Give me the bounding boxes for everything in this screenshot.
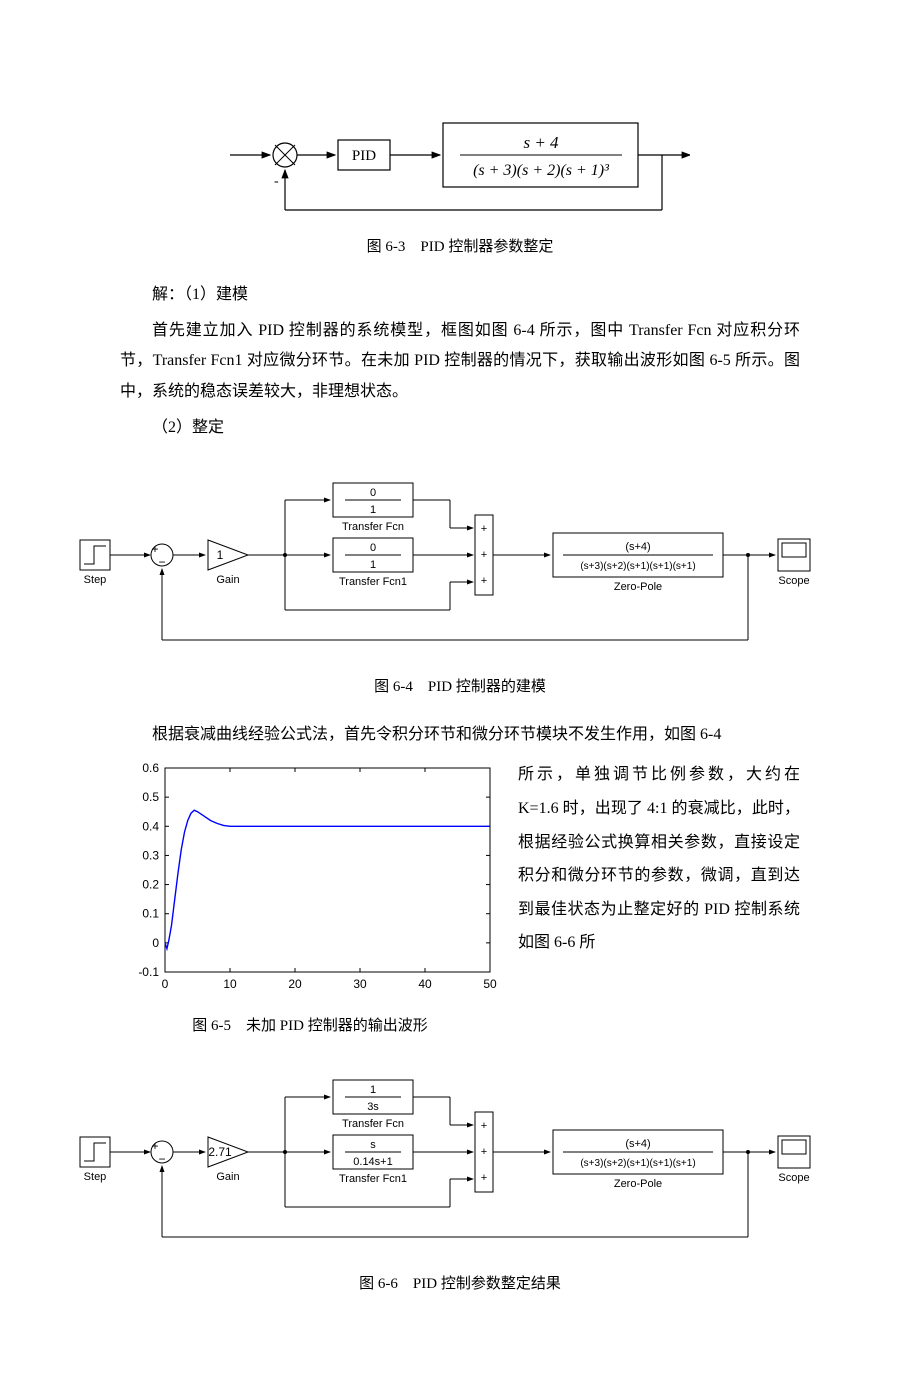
svg-text:0: 0 [152,936,159,950]
svg-text:Transfer Fcn: Transfer Fcn [342,521,404,533]
svg-text:+: + [151,1139,158,1153]
svg-text:0.4: 0.4 [142,820,159,834]
paragraph-1: 首先建立加入 PID 控制器的系统模型，框图如图 6-4 所示，图中 Trans… [120,316,800,407]
svg-text:1: 1 [370,1084,376,1096]
svg-text:20: 20 [288,977,302,991]
svg-text:+: + [481,575,487,587]
svg-text:0.5: 0.5 [142,790,159,804]
fig-6-5-chart: -0.100.10.20.30.40.50.601020304050 图 6-5… [120,758,500,1040]
pid-label: PID [352,148,376,164]
svg-text:+: + [151,542,158,556]
svg-text:1: 1 [370,504,376,516]
svg-text:(s+4): (s+4) [625,1138,650,1150]
fig-6-5-caption: 图 6-5 未加 PID 控制器的输出波形 [120,1012,500,1041]
svg-text:2.71: 2.71 [208,1145,232,1159]
fig-6-6-simulink: Step+−2.71Gain13sTransfer Fcns0.14s+1Tra… [70,1052,830,1262]
svg-text:0.2: 0.2 [142,878,159,892]
svg-text:0.1: 0.1 [142,907,159,921]
svg-text:Transfer Fcn1: Transfer Fcn1 [339,576,407,588]
svg-text:3s: 3s [367,1101,379,1113]
svg-text:-0.1: -0.1 [138,965,159,979]
fig-6-4-simulink: Step+−1Gain01Transfer Fcn01Transfer Fcn1… [70,455,830,665]
fig-6-3-caption: 图 6-3 PID 控制器参数整定 [120,233,800,262]
step-2: （2）整定 [120,413,800,443]
svg-text:1: 1 [217,548,224,562]
svg-text:−: − [158,555,165,569]
svg-text:Step: Step [84,1171,107,1183]
minus-sign: - [274,174,279,189]
svg-text:Transfer Fcn: Transfer Fcn [342,1118,404,1130]
svg-text:(s+4): (s+4) [625,541,650,553]
svg-text:50: 50 [483,977,497,991]
svg-text:Transfer Fcn1: Transfer Fcn1 [339,1173,407,1185]
svg-text:10: 10 [223,977,237,991]
svg-text:(s+3)(s+2)(s+1)(s+1)(s+1): (s+3)(s+2)(s+1)(s+1)(s+1) [580,1158,695,1169]
svg-text:0: 0 [162,977,169,991]
tf-numerator: s + 4 [523,133,559,152]
svg-text:−: − [158,1152,165,1166]
svg-text:+: + [481,549,487,561]
svg-text:40: 40 [418,977,432,991]
svg-text:Gain: Gain [216,574,239,586]
fig-6-4-caption: 图 6-4 PID 控制器的建模 [120,673,800,702]
svg-text:Gain: Gain [216,1171,239,1183]
svg-text:0.3: 0.3 [142,849,159,863]
svg-text:0.6: 0.6 [142,761,159,775]
svg-text:0: 0 [370,487,376,499]
svg-text:30: 30 [353,977,367,991]
svg-text:Zero-Pole: Zero-Pole [614,581,662,593]
svg-text:+: + [481,523,487,535]
svg-text:+: + [481,1146,487,1158]
paragraph-2: 根据衰减曲线经验公式法，首先令积分环节和微分环节模块不发生作用，如图 6-4 [120,720,800,750]
solve-header: 解：（1）建模 [120,280,800,310]
svg-text:1: 1 [370,559,376,571]
svg-text:(s+3)(s+2)(s+1)(s+1)(s+1): (s+3)(s+2)(s+1)(s+1)(s+1) [580,561,695,572]
svg-text:+: + [481,1172,487,1184]
fig-6-6-caption: 图 6-6 PID 控制参数整定结果 [120,1270,800,1299]
svg-text:Scope: Scope [778,1172,809,1184]
svg-text:+: + [481,1120,487,1132]
side-paragraph: 所示，单独调节比例参数，大约在 K=1.6 时，出现了 4:1 的衰减比，此时，… [518,758,800,960]
svg-text:0: 0 [370,542,376,554]
svg-text:Step: Step [84,574,107,586]
fig-6-3-block-diagram: - PID s + 4 (s + 3)(s + 2)(s + 1)³ [230,115,690,225]
tf-denominator: (s + 3)(s + 2)(s + 1)³ [473,162,609,179]
svg-text:Zero-Pole: Zero-Pole [614,1178,662,1190]
svg-text:0.14s+1: 0.14s+1 [353,1156,392,1168]
svg-text:s: s [370,1139,376,1151]
svg-text:Scope: Scope [778,575,809,587]
